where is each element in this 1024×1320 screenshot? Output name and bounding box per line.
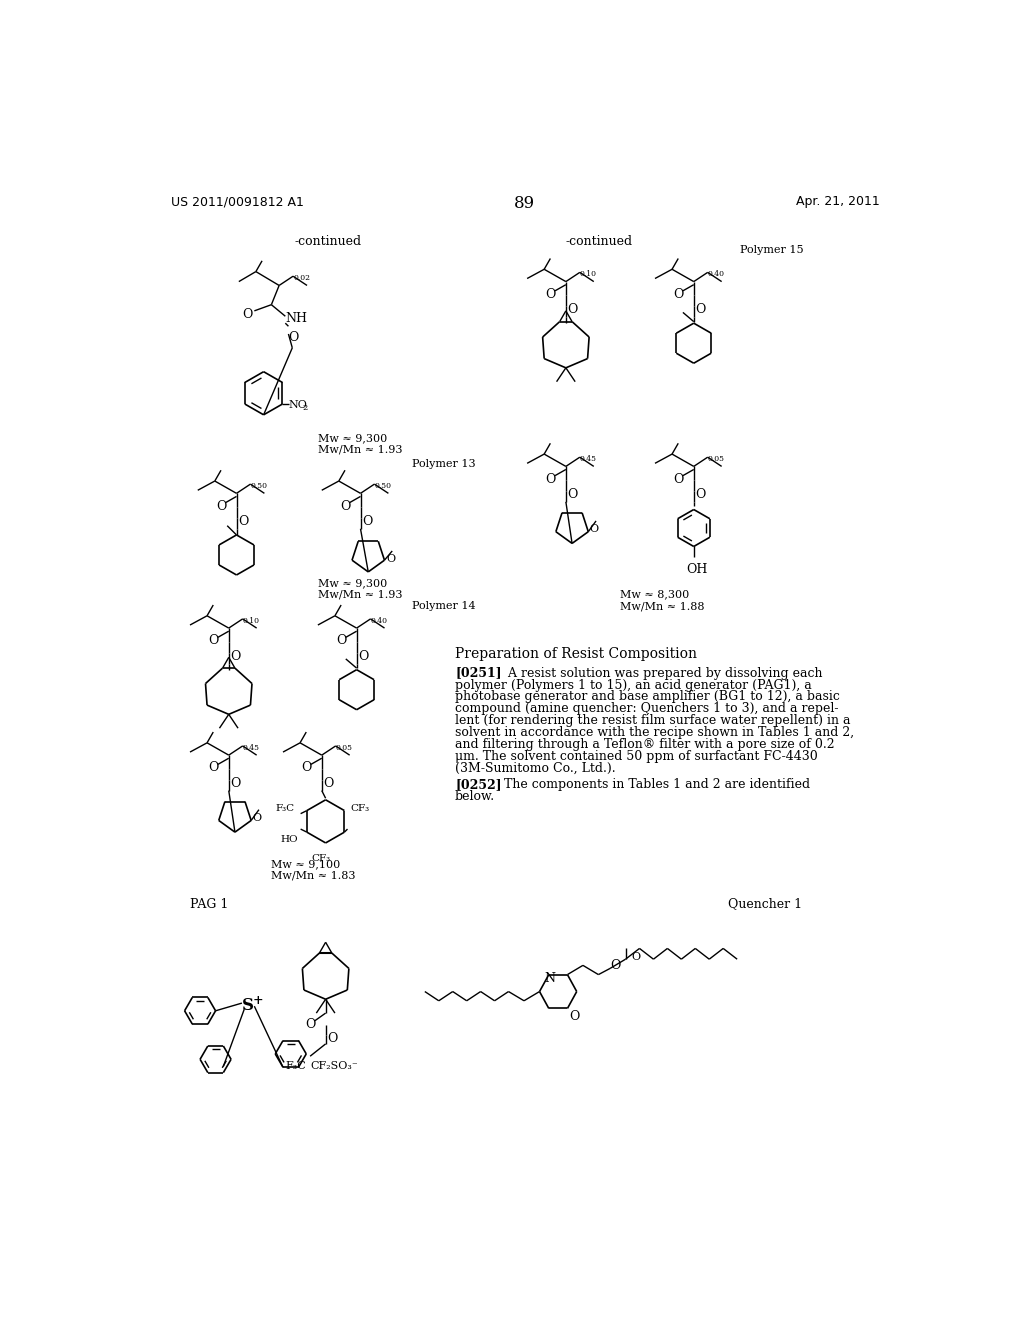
- Text: O: O: [209, 635, 219, 647]
- Text: Mw/Mn ≈ 1.93: Mw/Mn ≈ 1.93: [317, 590, 402, 599]
- Text: 0.50: 0.50: [251, 482, 267, 490]
- Text: Mw/Mn ≈ 1.83: Mw/Mn ≈ 1.83: [271, 871, 356, 880]
- Text: O: O: [546, 288, 556, 301]
- Text: O: O: [328, 1032, 338, 1044]
- Text: Polymer 13: Polymer 13: [413, 459, 476, 469]
- Text: O: O: [386, 554, 395, 564]
- Text: O: O: [610, 960, 621, 973]
- Text: solvent in accordance with the recipe shown in Tables 1 and 2,: solvent in accordance with the recipe sh…: [455, 726, 854, 739]
- Text: 0.02: 0.02: [293, 275, 310, 282]
- Text: NO: NO: [289, 400, 307, 411]
- Text: 0.05: 0.05: [708, 455, 725, 463]
- Text: O: O: [230, 776, 241, 789]
- Text: +: +: [253, 994, 263, 1007]
- Text: Quencher 1: Quencher 1: [728, 898, 802, 911]
- Text: polymer (Polymers 1 to 15), an acid generator (PAG1), a: polymer (Polymers 1 to 15), an acid gene…: [455, 678, 812, 692]
- Text: NH: NH: [286, 313, 307, 326]
- Text: O: O: [358, 649, 369, 663]
- Text: O: O: [546, 473, 556, 486]
- Text: N: N: [544, 972, 555, 985]
- Text: [0251]: [0251]: [455, 667, 502, 680]
- Text: Mw ≈ 9,100: Mw ≈ 9,100: [271, 859, 341, 869]
- Text: Polymer 14: Polymer 14: [413, 601, 476, 611]
- Text: Mw ≈ 9,300: Mw ≈ 9,300: [317, 578, 387, 587]
- Text: O: O: [302, 762, 312, 775]
- Text: photobase generator and base amplifier (BG1 to 12), a basic: photobase generator and base amplifier (…: [455, 690, 840, 704]
- Text: [0252]: [0252]: [455, 777, 502, 791]
- Text: O: O: [242, 308, 252, 321]
- Text: O: O: [674, 473, 684, 486]
- Text: CF₂SO₃⁻: CF₂SO₃⁻: [310, 1061, 357, 1071]
- Text: Mw ≈ 9,300: Mw ≈ 9,300: [317, 433, 387, 444]
- Text: O: O: [567, 488, 578, 502]
- Text: 0.40: 0.40: [371, 616, 387, 624]
- Text: S: S: [242, 997, 254, 1014]
- Text: CF₃: CF₃: [350, 804, 370, 813]
- Text: A resist solution was prepared by dissolving each: A resist solution was prepared by dissol…: [493, 667, 822, 680]
- Text: O: O: [216, 499, 226, 512]
- Text: HO: HO: [281, 836, 298, 845]
- Text: O: O: [324, 776, 334, 789]
- Text: 89: 89: [514, 195, 536, 213]
- Text: O: O: [238, 515, 249, 528]
- Text: O: O: [305, 1018, 315, 1031]
- Text: O: O: [362, 515, 373, 528]
- Text: 0.50: 0.50: [375, 482, 391, 490]
- Text: Mw/Mn ≈ 1.88: Mw/Mn ≈ 1.88: [621, 601, 705, 611]
- Text: 0.10: 0.10: [243, 616, 260, 624]
- Text: O: O: [695, 304, 706, 317]
- Text: μm. The solvent contained 50 ppm of surfactant FC-4430: μm. The solvent contained 50 ppm of surf…: [455, 750, 818, 763]
- Text: Mw/Mn ≈ 1.93: Mw/Mn ≈ 1.93: [317, 445, 402, 455]
- Text: 0.05: 0.05: [336, 743, 352, 751]
- Text: O: O: [567, 304, 578, 317]
- Text: O: O: [590, 524, 599, 535]
- Text: OH: OH: [686, 564, 708, 577]
- Text: US 2011/0091812 A1: US 2011/0091812 A1: [171, 195, 303, 209]
- Text: lent (for rendering the resist film surface water repellent) in a: lent (for rendering the resist film surf…: [455, 714, 851, 727]
- Text: PAG 1: PAG 1: [190, 898, 228, 911]
- Text: 2: 2: [302, 404, 308, 412]
- Text: Polymer 15: Polymer 15: [740, 244, 804, 255]
- Text: O: O: [695, 488, 706, 502]
- Text: Mw ≈ 8,300: Mw ≈ 8,300: [621, 590, 689, 599]
- Text: O: O: [209, 762, 219, 775]
- Text: F₃C: F₃C: [286, 1061, 306, 1071]
- Text: below.: below.: [455, 789, 496, 803]
- Text: Apr. 21, 2011: Apr. 21, 2011: [796, 195, 880, 209]
- Text: O: O: [674, 288, 684, 301]
- Text: -continued: -continued: [566, 235, 633, 248]
- Text: and filtering through a Teflon® filter with a pore size of 0.2: and filtering through a Teflon® filter w…: [455, 738, 835, 751]
- Text: 0.45: 0.45: [243, 743, 260, 751]
- Text: O: O: [337, 635, 347, 647]
- Text: O: O: [289, 331, 299, 345]
- Text: O: O: [569, 1010, 580, 1023]
- Text: -continued: -continued: [295, 235, 361, 248]
- Text: 0.40: 0.40: [708, 271, 725, 279]
- Text: 0.10: 0.10: [580, 271, 597, 279]
- Text: The components in Tables 1 and 2 are identified: The components in Tables 1 and 2 are ide…: [493, 777, 810, 791]
- Text: O: O: [631, 952, 640, 961]
- Text: O: O: [340, 499, 351, 512]
- Text: compound (amine quencher: Quenchers 1 to 3), and a repel-: compound (amine quencher: Quenchers 1 to…: [455, 702, 839, 715]
- Text: (3M-Sumitomo Co., Ltd.).: (3M-Sumitomo Co., Ltd.).: [455, 762, 615, 775]
- Text: F₃C: F₃C: [275, 804, 294, 813]
- Text: Preparation of Resist Composition: Preparation of Resist Composition: [455, 647, 697, 661]
- Text: O: O: [230, 649, 241, 663]
- Text: O: O: [253, 813, 262, 822]
- Text: CF₃: CF₃: [311, 854, 331, 863]
- Text: 0.45: 0.45: [580, 455, 597, 463]
